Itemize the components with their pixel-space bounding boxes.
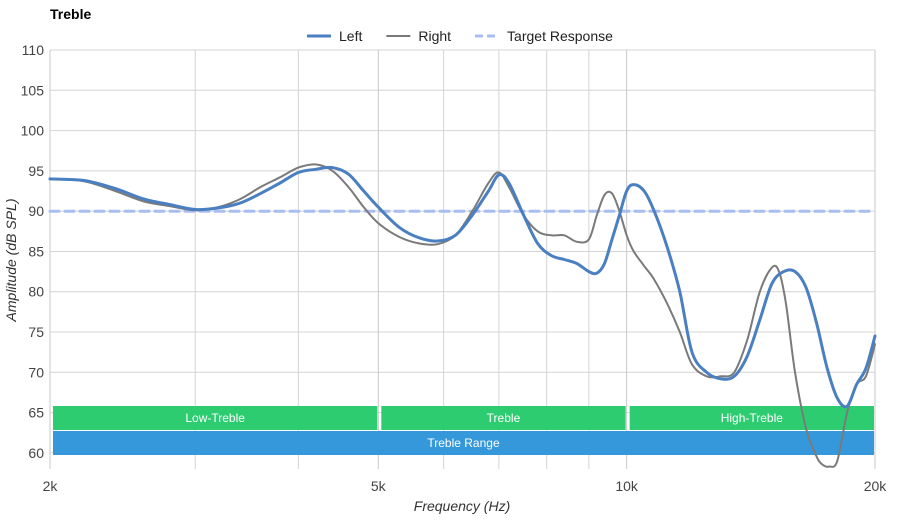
band-low-treble xyxy=(53,406,378,430)
band-high-treble xyxy=(629,406,874,430)
y-tick-label: 85 xyxy=(28,243,44,259)
series-lines xyxy=(48,163,877,468)
legend-item-target-response: Target Response xyxy=(475,28,613,44)
y-tick-label: 80 xyxy=(28,284,44,300)
y-tick-label: 65 xyxy=(28,405,44,421)
x-tick-label: 10k xyxy=(615,478,639,494)
legend-label: Target Response xyxy=(507,28,613,44)
y-axis-label: Amplitude (dB SPL) xyxy=(3,199,19,323)
y-tick-label: 90 xyxy=(28,203,44,219)
legend-item-right: Right xyxy=(386,28,451,44)
chart-title: Treble xyxy=(50,6,91,22)
band-label: High-Treble xyxy=(721,411,784,425)
grid xyxy=(49,49,876,469)
legend: Left Right Target Response xyxy=(307,28,613,44)
y-tick-label: 105 xyxy=(21,82,45,98)
y-tick-label: 95 xyxy=(28,163,44,179)
legend-item-left: Left xyxy=(307,28,362,44)
band-treble xyxy=(381,406,626,430)
frequency-bands: Low-Treble Treble High-Treble Treble Range xyxy=(53,406,874,455)
y-tick-label: 100 xyxy=(21,123,45,139)
y-tick-label: 70 xyxy=(28,364,44,380)
band-label: Treble xyxy=(487,411,521,425)
y-tick-label: 110 xyxy=(22,42,45,58)
y-tick-label: 75 xyxy=(28,324,44,340)
x-tick-label: 20k xyxy=(864,478,888,494)
axis-ticks: 60 65 70 75 80 85 90 95 100 105 110 2k 5k 10k 20k xyxy=(21,42,888,494)
band-treble-range xyxy=(53,431,874,455)
x-axis-label: Frequency (Hz) xyxy=(414,498,510,514)
x-tick-label: 5k xyxy=(371,478,387,494)
band-label: Low-Treble xyxy=(185,411,245,425)
x-tick-label: 2k xyxy=(43,478,59,494)
band-label: Treble Range xyxy=(427,436,500,450)
legend-label: Left xyxy=(339,28,362,44)
y-tick-label: 60 xyxy=(28,445,44,461)
series-line-left xyxy=(48,165,877,409)
legend-label: Right xyxy=(418,28,451,44)
series-line-right xyxy=(49,163,876,468)
